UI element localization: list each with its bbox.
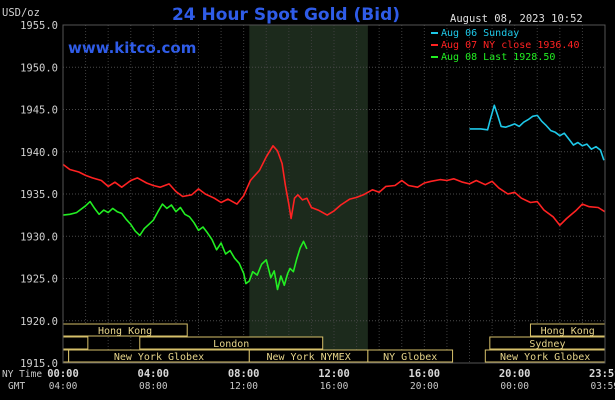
x-tick-label-ny: 04:00	[138, 368, 170, 380]
x-axis-label-ny: NY Time	[2, 369, 42, 380]
y-tick-label: 1955.0	[20, 20, 58, 32]
series-line-1	[62, 145, 606, 227]
x-tick-label-gmt: 04:00	[49, 381, 78, 392]
session-bar	[139, 336, 324, 350]
session-label: New York Globex	[500, 352, 590, 363]
y-tick-label: 1920.0	[20, 316, 58, 328]
plot-frame	[62, 24, 606, 364]
x-tick-label-ny: 20:00	[499, 368, 531, 380]
legend-label-last: Aug 08 Last 1928.50	[441, 52, 555, 63]
session-bars-layer: Hong Kong Hong Kong London Sydney New York G…	[62, 323, 606, 363]
session-label: NY Globex	[383, 352, 437, 363]
y-tick-label: 1930.0	[20, 231, 58, 243]
legend: Aug 06 Sunday Aug 07 NY close 1936.40 Au…	[431, 28, 579, 63]
series-layer	[62, 104, 606, 291]
session-label: Hong Kong	[98, 326, 152, 337]
session-label: New York Globex	[114, 352, 204, 363]
x-tick-label-gmt: 16:00	[320, 381, 349, 392]
watermark: www.kitco.com	[68, 39, 196, 57]
grid-layer	[62, 24, 606, 364]
y-tick-label: 1945.0	[20, 105, 58, 117]
x-tick-label-gmt: 08:00	[139, 381, 168, 392]
y-ticks-layer: 1955.0 1950.0 1945.0 1940.0 1935.0 1930.0 1925…	[20, 20, 58, 370]
session-bar	[367, 349, 454, 363]
chart-title: 24 Hour Spot Gold (Bid)	[172, 5, 400, 25]
session-label: Hong Kong	[541, 326, 595, 337]
timestamp: August 08, 2023 10:52	[450, 13, 583, 25]
y-tick-label: 1925.0	[20, 274, 58, 286]
session-label: New York NYMEX	[266, 352, 350, 363]
x-ticks-layer: 00:0004:0004:0008:0008:0012:0012:0016:00…	[47, 368, 615, 392]
series-line-0	[469, 104, 605, 161]
session-label: Sydney	[529, 339, 565, 350]
x-tick-label-gmt: 03:59	[590, 381, 615, 392]
series-line-2	[62, 200, 308, 291]
x-tick-label-gmt: 20:00	[410, 381, 439, 392]
session-bar	[62, 336, 89, 350]
x-tick-label-gmt: 00:00	[500, 381, 529, 392]
x-tick-label-ny: 00:00	[47, 368, 79, 380]
y-tick-label: 1940.0	[20, 147, 58, 159]
x-tick-label-gmt: 12:00	[229, 381, 258, 392]
y-tick-label: 1915.0	[20, 358, 58, 370]
legend-label-ny-close: Aug 07 NY close 1936.40	[441, 40, 579, 51]
session-bar	[62, 349, 70, 363]
unit-label: USD/oz	[2, 7, 40, 19]
x-axis-label-gmt: GMT	[8, 381, 25, 392]
session-label: London	[213, 339, 249, 350]
x-tick-label-ny: 16:00	[409, 368, 441, 380]
legend-label-sunday: Aug 06 Sunday	[441, 28, 519, 39]
y-tick-label: 1935.0	[20, 189, 58, 201]
y-tick-label: 1950.0	[20, 62, 58, 74]
x-tick-label-ny: 08:00	[228, 368, 260, 380]
x-tick-label-ny: 12:00	[318, 368, 350, 380]
x-tick-label-ny: 23:59	[589, 368, 615, 380]
